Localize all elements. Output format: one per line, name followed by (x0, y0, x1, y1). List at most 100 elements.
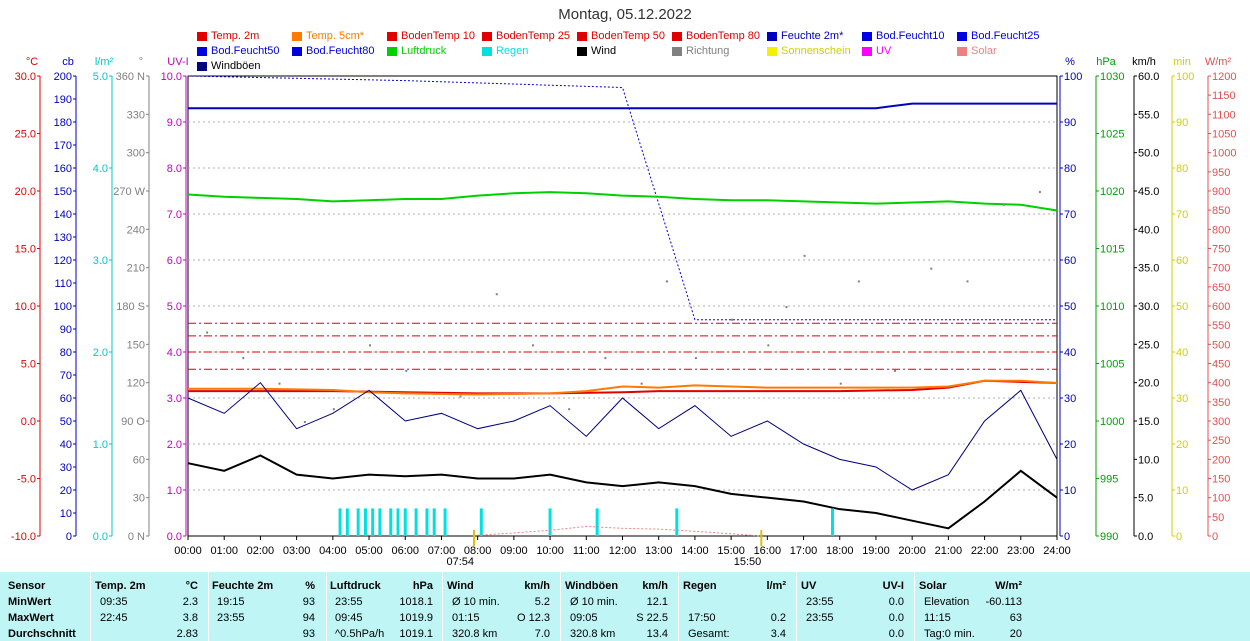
legend-label: BodenTemp 80 (686, 30, 760, 42)
left-axis-unit: ° (139, 56, 143, 68)
series-richtung-point (531, 344, 534, 347)
right-axis-tick-label: 80 (1064, 163, 1076, 175)
left-axis-tick-label: 5.0 (21, 359, 36, 371)
series-richtung-point (369, 344, 372, 347)
left-axis-tick-label: 190 (54, 94, 72, 106)
right-axis-tick-label: 55.0 (1138, 109, 1159, 121)
stats-separator (678, 572, 679, 641)
left-axis-tick-label: 2.0 (93, 347, 108, 359)
series-regen-bar (378, 508, 382, 536)
right-axis-tick-label: 100 (1212, 493, 1230, 505)
right-axis-tick-label: 1015 (1100, 244, 1124, 256)
series-richtung-point (694, 357, 697, 360)
right-axis-tick-label: 20.0 (1138, 378, 1159, 390)
legend-label: Bod.Feucht50 (211, 45, 280, 57)
stats-header: Luftdruck (330, 580, 381, 592)
left-axis-tick-label: 0.0 (21, 416, 36, 428)
legend-swatch (957, 32, 967, 41)
stats-time: 23:55 (335, 596, 363, 608)
legend-label: UV (876, 45, 892, 57)
left-axis-unit: UV-I (167, 56, 188, 68)
stats-header: Solar (919, 580, 947, 592)
left-axis-tick-label: 240 (127, 224, 145, 236)
sunset-label: 15:50 (734, 556, 762, 568)
stats-value: -60.113 (985, 596, 1023, 608)
right-axis-tick-label: 15.0 (1138, 416, 1159, 428)
x-tick-label: 05:00 (355, 545, 383, 557)
x-tick-label: 22:00 (971, 545, 999, 557)
legend-swatch (387, 32, 397, 41)
right-axis-tick-label: 150 (1212, 474, 1230, 486)
series-regen-bar (396, 508, 400, 536)
stats-unit: °C (185, 580, 198, 592)
right-axis-tick-label: 800 (1212, 224, 1230, 236)
series-regen-bar (432, 508, 436, 536)
series-richtung-point (839, 382, 842, 385)
left-axis-tick-label: 0.0 (93, 531, 108, 543)
right-axis-tick-label: 60.0 (1138, 71, 1159, 83)
left-axis-tick-label: 6.0 (167, 255, 182, 267)
right-axis-tick-label: 450 (1212, 359, 1230, 371)
stats-header: Sensor (8, 580, 46, 592)
right-axis-tick-label: 990 (1100, 531, 1118, 543)
left-axis-tick-label: 210 (127, 263, 145, 275)
legend-swatch (197, 32, 207, 41)
left-axis-tick-label: 30.0 (15, 71, 36, 83)
x-tick-label: 10:00 (536, 545, 564, 557)
left-axis-tick-label: 80 (60, 347, 72, 359)
right-axis-tick-label: 90 (1064, 117, 1076, 129)
legend-label: Bod.Feucht80 (306, 45, 375, 57)
series-regen-bar (595, 508, 599, 536)
series-richtung-point (785, 306, 788, 308)
stats-unit: km/h (524, 580, 550, 592)
stats-header: Wind (447, 580, 474, 592)
legend-label: Temp. 5cm* (306, 30, 365, 42)
stats-time: Ø 10 min. (452, 596, 500, 608)
legend-label: Bod.Feucht25 (971, 30, 1040, 42)
series-richtung-point (857, 280, 860, 283)
right-axis-tick-label: 50.0 (1138, 148, 1159, 160)
stats-unit: l/m² (766, 580, 786, 592)
stats-separator (796, 572, 797, 641)
stats-header: Feuchte 2m (212, 580, 274, 592)
stats-value: O 12.3 (516, 612, 550, 624)
left-axis-tick-label: 90 O (121, 416, 145, 428)
left-axis-tick-label: 15.0 (15, 244, 36, 256)
right-axis-tick-label: 200 (1212, 454, 1230, 466)
stats-unit: km/h (642, 580, 668, 592)
chart-title: Montag, 05.12.2022 (558, 6, 692, 23)
series-feuchte-2m--line (188, 102, 1057, 110)
legend-label: Windböen (211, 60, 261, 72)
stats-time: 17:50 (688, 612, 716, 624)
right-axis-tick-label: 650 (1212, 282, 1230, 294)
legend-swatch (672, 32, 682, 41)
legend-swatch (767, 47, 777, 56)
series-richtung-point (894, 369, 897, 372)
left-axis-unit: °C (26, 56, 38, 68)
right-axis-tick-label: 40.0 (1138, 224, 1159, 236)
series-regen-bar (675, 508, 679, 536)
x-tick-label: 17:00 (790, 545, 818, 557)
stats-value: 1019.9 (399, 612, 433, 624)
legend-swatch (862, 47, 872, 56)
legend-swatch (292, 47, 302, 56)
right-axis-unit: min (1173, 56, 1191, 68)
right-axis-tick-label: 995 (1100, 474, 1118, 486)
x-tick-label: 18:00 (826, 545, 854, 557)
series-richtung-point (568, 408, 571, 411)
left-axis-tick-label: -10.0 (11, 531, 36, 543)
legend-swatch (482, 32, 492, 41)
left-axis-tick-label: 150 (54, 186, 72, 198)
left-axis-tick-label: 300 (127, 148, 145, 160)
series-luftdruck-line (187, 191, 1058, 212)
right-axis-tick-label: 0 (1176, 531, 1182, 543)
left-axis-tick-label: 0.0 (167, 531, 182, 543)
right-axis-tick-label: 100 (1176, 71, 1194, 83)
left-axis-tick-label: 60 (133, 454, 145, 466)
right-axis-tick-label: 900 (1212, 186, 1230, 198)
x-tick-label: 06:00 (391, 545, 419, 557)
right-axis-tick-label: 1000 (1212, 148, 1236, 160)
stats-value: 63 (1009, 612, 1022, 624)
left-axis-tick-label: 5.0 (93, 71, 108, 83)
stats-header: Regen (683, 580, 717, 592)
